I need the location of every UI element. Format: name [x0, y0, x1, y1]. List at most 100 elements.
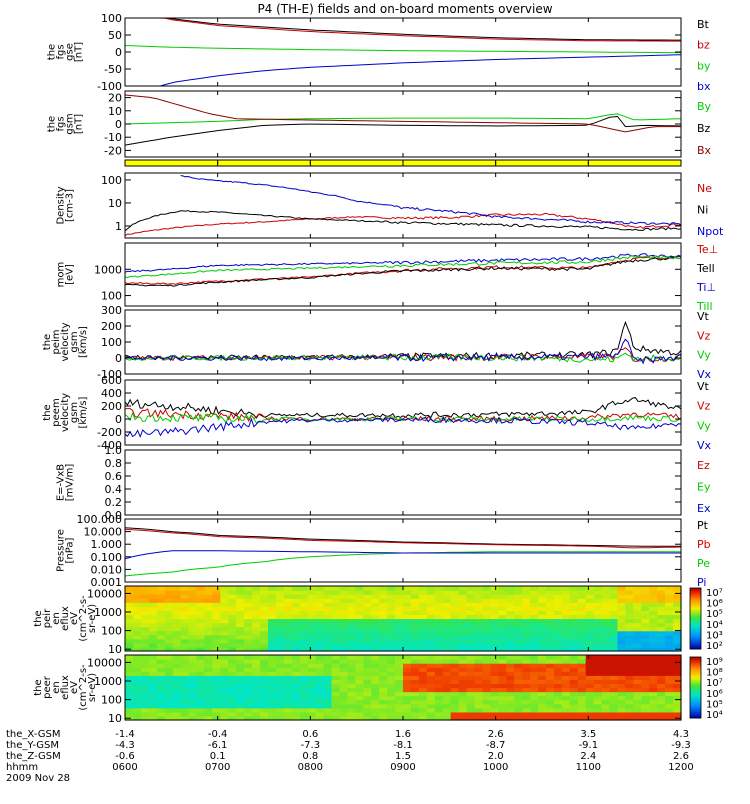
heatmap-cell — [132, 598, 142, 603]
heatmap-cell — [490, 671, 499, 676]
heatmap-cell — [236, 703, 245, 709]
heatmap-cell — [633, 646, 642, 652]
legend-entry: Vz — [697, 329, 711, 342]
heatmap-cell — [339, 622, 348, 628]
heatmap-cell — [252, 683, 261, 689]
legend-entry: bz — [697, 39, 710, 52]
heatmap-cell — [657, 598, 666, 603]
heatmap-cell — [339, 715, 348, 721]
heatmap-cell — [657, 602, 666, 607]
heatmap-cell — [164, 626, 174, 632]
heatmap-cell — [172, 703, 182, 709]
heatmap-cell — [617, 699, 626, 705]
heatmap-cell — [196, 610, 206, 616]
heatmap-cell — [363, 602, 372, 607]
heatmap-cell — [514, 590, 523, 595]
heatmap-cell — [363, 598, 372, 603]
heatmap-cell — [125, 634, 134, 640]
heatmap-cell — [212, 675, 221, 680]
heatmap-cell — [331, 610, 341, 616]
heatmap-cell — [538, 683, 547, 689]
heatmap-cell — [236, 687, 245, 693]
heatmap-cell — [387, 630, 396, 636]
heatmap-cell — [585, 646, 595, 652]
heatmap-cell — [132, 618, 142, 624]
heatmap-cell — [561, 663, 571, 668]
heatmap-cell — [180, 655, 190, 660]
heatmap-cell — [387, 707, 396, 713]
heatmap-cell — [625, 598, 634, 603]
heatmap-cell — [633, 663, 642, 668]
heatmap-cell — [522, 610, 531, 616]
heatmap-cell — [315, 638, 325, 644]
heatmap-cell — [545, 695, 555, 701]
heatmap-cell — [450, 683, 460, 689]
heatmap-cell — [665, 691, 674, 697]
heatmap-cell — [625, 626, 634, 632]
heatmap-cell — [355, 683, 364, 689]
colorbar-segment — [690, 604, 701, 607]
heatmap-cell — [458, 642, 468, 648]
heatmap-cell — [244, 663, 253, 668]
heatmap-cell — [299, 667, 309, 672]
heatmap-cell — [625, 614, 634, 620]
heatmap-cell — [601, 675, 611, 680]
heatmap-cell — [673, 675, 682, 680]
y-tick-label: 1 — [115, 220, 122, 233]
y-axis-label: mom — [56, 262, 67, 288]
heatmap-cell — [545, 598, 555, 603]
heatmap-cell — [673, 602, 682, 607]
heatmap-cell — [307, 642, 317, 648]
heatmap-cell — [307, 618, 317, 624]
heatmap-cell — [172, 671, 182, 676]
colorbar-segment — [690, 645, 701, 648]
series-ion-velocity-Vx — [124, 338, 682, 365]
heatmap-cell — [283, 711, 293, 717]
heatmap-cell — [482, 683, 491, 689]
heatmap-cell — [212, 606, 221, 611]
heatmap-cell — [387, 659, 396, 664]
colorbar-segment — [690, 675, 701, 678]
heatmap-cell — [395, 683, 404, 689]
heatmap-cell — [331, 679, 341, 685]
heatmap-cell — [506, 667, 515, 672]
heatmap-cell — [395, 687, 404, 693]
heatmap-cell — [204, 707, 213, 713]
heatmap-cell — [569, 655, 579, 660]
heatmap-cell — [673, 699, 682, 705]
heatmap-cell — [132, 691, 142, 697]
heatmap-cell — [577, 703, 587, 709]
heatmap-cell — [601, 711, 611, 717]
heatmap-cell — [236, 606, 245, 611]
heatmap-cell — [260, 703, 269, 709]
heatmap-cell — [545, 699, 555, 705]
heatmap-cell — [490, 638, 499, 644]
heatmap-cell — [283, 707, 293, 713]
heatmap-cell — [260, 630, 269, 636]
heatmap-cell — [291, 614, 301, 620]
heatmap-cell — [156, 675, 166, 680]
heatmap-cell — [244, 683, 253, 689]
heatmap-cell — [657, 703, 666, 709]
heatmap-cell — [641, 646, 650, 652]
heatmap-cell — [577, 590, 587, 595]
heatmap-cell — [522, 642, 531, 648]
heatmap-cell — [514, 594, 523, 599]
heatmap-cell — [236, 659, 245, 664]
heatmap-cell — [379, 711, 388, 717]
heatmap-cell — [164, 679, 174, 685]
heatmap-cell — [283, 638, 293, 644]
y-tick-label: 10.000 — [84, 526, 123, 539]
heatmap-cell — [299, 663, 309, 668]
heatmap-cell — [339, 618, 348, 624]
heatmap-cell — [323, 598, 333, 603]
legend-entry: Vx — [697, 368, 712, 381]
heatmap-cell — [585, 699, 595, 705]
heatmap-cell — [180, 695, 190, 701]
heatmap-cell — [260, 642, 269, 648]
heatmap-cell — [331, 683, 341, 689]
heatmap-cell — [617, 675, 626, 680]
y-axis-label: [nT] — [74, 42, 85, 62]
heatmap-cell — [228, 699, 237, 705]
heatmap-cell — [148, 638, 158, 644]
